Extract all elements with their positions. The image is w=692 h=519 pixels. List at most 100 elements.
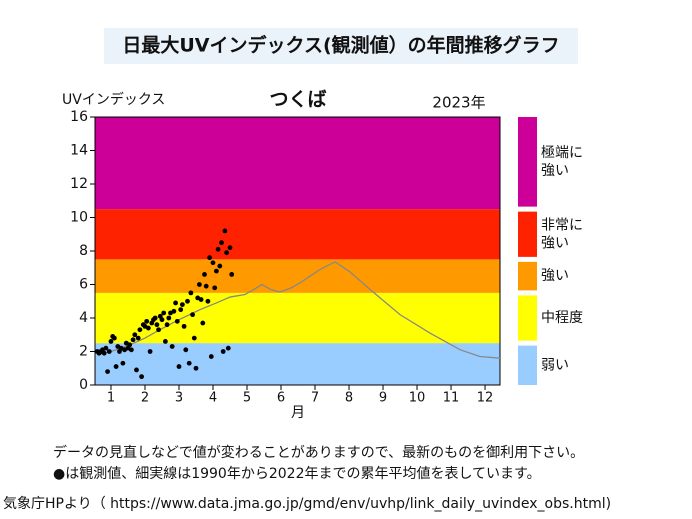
legend-label: 中程度 — [541, 310, 583, 326]
observed-point — [193, 365, 199, 371]
x-tick-label: 7 — [311, 391, 319, 406]
y-tick-label: 14 — [70, 143, 88, 159]
legend-label: 強い — [541, 268, 569, 284]
legend-label: 非常に — [541, 217, 583, 233]
legend-swatch — [518, 261, 537, 291]
observed-point — [220, 349, 226, 354]
observed-point — [111, 335, 117, 341]
legend-swatch — [518, 345, 537, 385]
x-tick-label: 2 — [141, 391, 149, 406]
observed-point — [106, 349, 112, 354]
note: データの見直しなどで値が変わることがありますので、最新のものを御利用下さい。 — [53, 444, 584, 461]
observed-point — [183, 347, 189, 353]
observed-point — [202, 272, 207, 277]
observed-point — [207, 255, 212, 261]
level-band — [95, 209, 500, 260]
observed-point — [103, 345, 109, 351]
observed-point — [156, 327, 161, 333]
observed-point — [147, 349, 153, 354]
observed-point — [145, 325, 151, 331]
observed-point — [105, 369, 110, 374]
observed-point — [113, 364, 119, 369]
observed-point — [162, 339, 168, 344]
observed-point — [174, 318, 180, 324]
year: 2023年 — [432, 94, 485, 112]
legend-swatch — [518, 117, 537, 207]
observed-point — [215, 246, 221, 252]
observed-point — [217, 263, 223, 269]
observed-point — [130, 337, 136, 343]
location: つくば — [269, 89, 326, 111]
x-tick-label: 10 — [409, 391, 426, 406]
observed-point — [179, 302, 185, 307]
observed-point — [101, 350, 107, 356]
note: ●は観測値、細実線は1990年から2022年までの累年平均値を表しています。 — [53, 465, 541, 482]
observed-point — [186, 360, 192, 366]
level-band — [95, 343, 500, 385]
observed-point — [212, 285, 218, 291]
observed-point — [176, 364, 182, 369]
observed-point — [159, 317, 165, 323]
observed-point — [144, 318, 150, 324]
observed-point — [137, 327, 143, 333]
observed-point — [222, 228, 228, 234]
observed-point — [108, 339, 114, 344]
legend-swatch — [518, 295, 537, 341]
observed-point — [127, 342, 133, 348]
observed-point — [132, 332, 138, 338]
observed-point — [224, 250, 229, 256]
x-tick-label: 11 — [443, 391, 460, 406]
observed-point — [185, 298, 190, 304]
observed-point — [188, 290, 194, 296]
x-axis-label: 月 — [291, 405, 305, 421]
observed-point — [154, 322, 160, 328]
observed-point — [181, 323, 187, 329]
x-tick-label: 4 — [209, 391, 217, 406]
observed-point — [164, 322, 170, 328]
chart-title: 日最大UVインデックス(観測値）の年間推移グラフ — [122, 34, 559, 57]
y-tick-label: 10 — [70, 210, 88, 226]
observed-point — [152, 315, 158, 321]
observed-point — [205, 298, 211, 304]
y-tick-label: 8 — [79, 243, 88, 259]
observed-point — [166, 315, 172, 321]
observed-point — [198, 297, 204, 302]
observed-point — [213, 268, 219, 274]
x-tick-label: 5 — [243, 391, 251, 406]
level-band — [95, 117, 500, 210]
observed-point — [210, 260, 216, 266]
y-tick-label: 16 — [70, 109, 88, 125]
legend-label: 強い — [541, 235, 569, 251]
y-tick-label: 6 — [79, 277, 88, 293]
observed-point — [169, 344, 175, 349]
observed-point — [161, 310, 167, 316]
observed-point — [225, 345, 231, 351]
observed-point — [196, 282, 202, 287]
observed-point — [139, 374, 144, 380]
observed-point — [229, 272, 235, 277]
y-axis-label: UVインデックス — [62, 91, 165, 108]
observed-point — [128, 347, 134, 353]
observed-point — [200, 320, 206, 326]
legend-label: 極端に — [541, 145, 583, 161]
x-tick-label: 8 — [345, 391, 353, 406]
observed-point — [203, 283, 209, 289]
x-tick-label: 12 — [477, 391, 494, 406]
level-band — [95, 259, 500, 293]
observed-point — [120, 360, 126, 366]
x-tick-label: 9 — [379, 391, 387, 406]
observed-point — [178, 307, 184, 313]
observed-point — [134, 367, 139, 373]
source: 気象庁HPより（ https://www.data.jma.go.jp/gmd/… — [3, 496, 611, 512]
plot-frame — [94, 116, 501, 386]
x-tick-label: 3 — [175, 391, 183, 406]
x-tick-label: 1 — [107, 391, 115, 406]
observed-point — [190, 312, 195, 318]
observed-point — [191, 335, 197, 341]
observed-point — [219, 240, 224, 246]
observed-point — [173, 300, 178, 306]
y-tick-label: 12 — [70, 176, 88, 192]
title-box — [104, 28, 578, 64]
x-tick-label: 6 — [277, 391, 285, 406]
